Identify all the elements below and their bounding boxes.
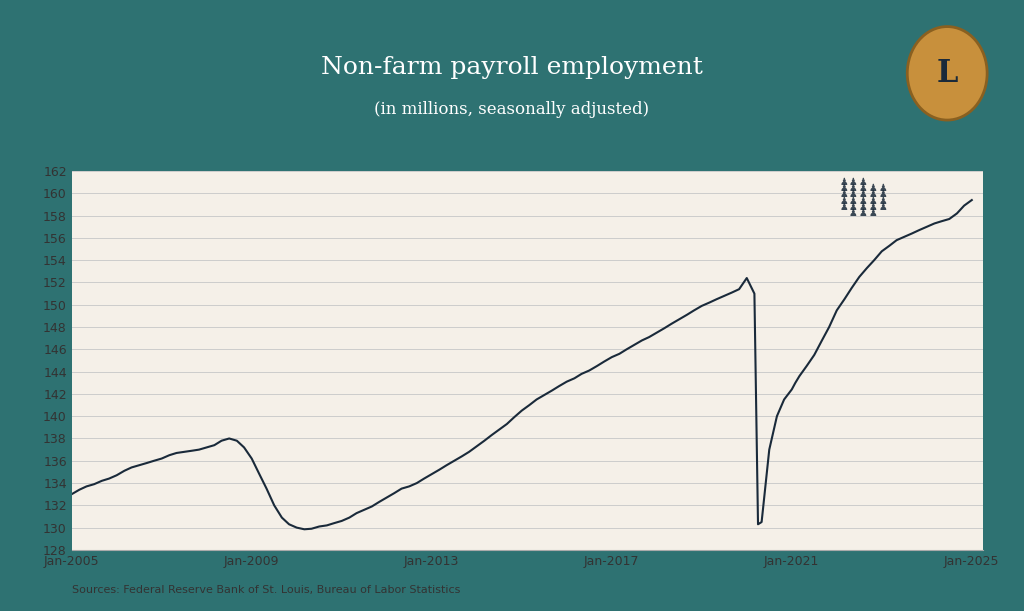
Text: ♟: ♟ [859,202,867,212]
Text: ♟: ♟ [849,183,858,193]
Text: ♟: ♟ [868,196,878,206]
Text: ♟: ♟ [839,177,848,187]
Text: L: L [937,58,957,89]
Ellipse shape [907,27,987,120]
Text: ♟: ♟ [859,208,867,218]
Text: ♟: ♟ [839,183,848,193]
Text: ♟: ♟ [868,202,878,212]
Text: (in millions, seasonally adjusted): (in millions, seasonally adjusted) [375,101,649,119]
Text: ♟: ♟ [849,177,858,187]
Text: Non-farm payroll employment: Non-farm payroll employment [322,56,702,79]
Text: ♟: ♟ [879,189,888,199]
Text: ♟: ♟ [859,183,867,193]
Text: ♟: ♟ [849,196,858,206]
Text: ♟: ♟ [839,189,848,199]
Text: ♟: ♟ [879,202,888,212]
Text: ♟: ♟ [868,183,878,193]
Text: ♟: ♟ [868,189,878,199]
Text: ♟: ♟ [859,189,867,199]
Text: ♟: ♟ [859,196,867,206]
Text: ♟: ♟ [868,208,878,218]
Text: ♟: ♟ [849,189,858,199]
Text: ♟: ♟ [839,202,848,212]
Text: Sources: Federal Reserve Bank of St. Louis, Bureau of Labor Statistics: Sources: Federal Reserve Bank of St. Lou… [72,585,460,595]
Text: ♟: ♟ [849,208,858,218]
Text: ♟: ♟ [839,196,848,206]
Text: ♟: ♟ [859,177,867,187]
Text: ♟: ♟ [849,202,858,212]
Text: ♟: ♟ [879,183,888,193]
Text: ♟: ♟ [879,196,888,206]
